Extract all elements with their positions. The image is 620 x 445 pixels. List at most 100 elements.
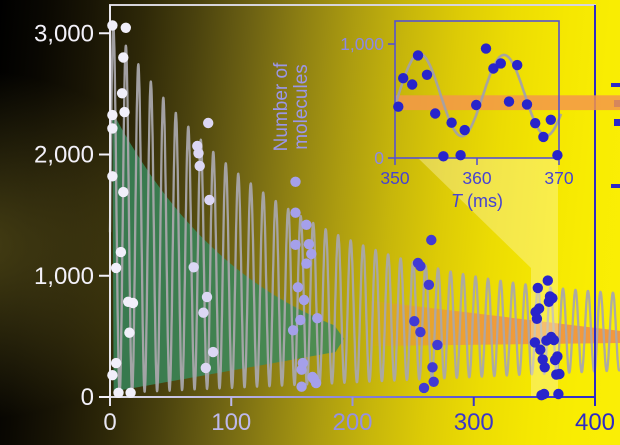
data-point-lavender-points <box>296 381 307 392</box>
data-point-white-points <box>118 52 129 63</box>
main-axes-layer: 0 1,000 2,000 3,000 0 100 200 300 400 <box>34 4 615 436</box>
data-point-white-points <box>110 357 122 369</box>
x-tick-label: 0 <box>103 409 116 436</box>
inset-data-point <box>495 58 506 69</box>
data-point-pale-lavender-points <box>198 307 209 318</box>
x-tick-label: 400 <box>575 409 615 436</box>
data-point-cluster <box>537 354 548 365</box>
data-point-blue-points <box>418 382 430 394</box>
data-point-blue-points <box>423 279 435 290</box>
x-tick-label: 300 <box>454 409 494 436</box>
inset-data-point <box>398 73 409 84</box>
inset-data-point <box>459 124 470 136</box>
data-point-lavender-points <box>303 239 315 250</box>
x-tick-label: 200 <box>332 409 372 436</box>
inset-data-point <box>521 99 533 110</box>
x-tick-label: 100 <box>211 409 251 436</box>
data-point-blue-points <box>428 376 439 387</box>
data-point-lavender-points <box>287 325 299 336</box>
data-point-white-points <box>113 387 124 398</box>
fringe-curve-layer <box>108 24 620 395</box>
data-point-pale-lavender-points <box>203 117 214 129</box>
inset-x-axis-label: T (ms) <box>451 191 503 211</box>
data-point-pale-lavender-points <box>188 262 199 273</box>
inset-data-point <box>503 96 515 107</box>
inset-data-point <box>480 43 492 54</box>
inset-frame <box>394 20 560 159</box>
data-point-blue-points <box>432 339 443 351</box>
fringe-oscillation-curve <box>108 24 620 395</box>
data-point-cluster <box>535 344 546 355</box>
inset-data-point <box>538 131 549 143</box>
inset-data-point <box>530 118 541 129</box>
data-point-cluster <box>552 351 563 362</box>
data-point-white-points <box>115 246 127 258</box>
inset-y-tick-label: 1,000 <box>340 34 384 54</box>
data-point-lavender-points <box>290 176 301 187</box>
inset-x-tick-label: 370 <box>544 168 573 188</box>
inset-callout-wedge <box>418 158 558 396</box>
inset-data-point <box>471 99 482 111</box>
inset-data-point <box>488 63 499 74</box>
data-point-blue-points <box>409 316 420 327</box>
green-envelope-layer <box>112 111 345 392</box>
inset-data-point <box>430 108 441 119</box>
inset-y-axis-label: Number ofmolecules <box>271 62 312 151</box>
y-tick-label: 3,000 <box>34 20 94 47</box>
data-point-white-points <box>107 109 118 121</box>
data-point-pale-lavender-points <box>193 148 204 159</box>
data-point-cluster <box>531 313 543 324</box>
data-point-pale-lavender-points <box>194 160 205 172</box>
data-point-lavender-points <box>296 364 307 375</box>
data-point-lavender-points <box>292 282 304 293</box>
inset-data-point <box>407 79 418 90</box>
inset-x-tick-label: 350 <box>380 168 409 188</box>
data-point-cluster <box>548 334 560 346</box>
inset-data-point <box>446 117 457 128</box>
data-point-pale-lavender-points <box>201 291 213 303</box>
data-point-cluster <box>539 362 550 373</box>
data-point-lavender-points <box>290 207 301 218</box>
data-point-white-points <box>119 106 130 118</box>
data-point-lavender-points <box>295 314 306 326</box>
data-point-white-points <box>107 370 118 381</box>
data-point-lavender-points <box>301 219 312 230</box>
data-point-white-points <box>118 186 129 198</box>
data-point-blue-points <box>427 362 438 373</box>
data-point-cluster <box>529 337 541 348</box>
data-point-blue-points <box>415 260 426 272</box>
inset-data-point <box>512 59 523 71</box>
data-point-white-points <box>124 327 135 338</box>
data-point-cluster <box>547 293 558 304</box>
inset-callout-layer <box>418 158 558 396</box>
edge-mark <box>611 184 620 188</box>
green-coherence-envelope <box>112 111 345 392</box>
inset-data-point <box>412 50 424 61</box>
edge-mark <box>611 83 620 87</box>
inset-data-point <box>545 114 556 126</box>
inset-x-tick-label: 360 <box>462 168 491 188</box>
y-tick-label: 0 <box>81 384 94 411</box>
data-point-white-points <box>127 297 139 309</box>
data-point-lavender-points <box>306 248 317 260</box>
data-point-cluster <box>553 388 564 400</box>
inset-plot-layer: 0 1,000 350 360 370 T (ms) Number ofmolecules <box>271 20 620 211</box>
inset-y-tick-label: 0 <box>374 148 384 168</box>
data-point-lavender-points <box>298 294 310 306</box>
inset-data-point <box>455 150 466 161</box>
data-point-lavender-points <box>312 313 323 324</box>
data-point-lavender-points <box>301 258 312 269</box>
data-point-white-points <box>107 171 118 182</box>
inset-data-point <box>393 101 404 112</box>
data-point-pale-lavender-points <box>204 194 215 206</box>
inset-data-point <box>552 150 563 161</box>
data-point-cluster <box>532 282 543 294</box>
inset-data-point <box>438 151 449 162</box>
data-point-cluster <box>533 303 545 314</box>
data-point-white-points <box>116 88 128 99</box>
data-point-white-points <box>125 387 136 398</box>
data-point-cluster <box>542 275 553 286</box>
scatter-points-layer <box>107 20 565 401</box>
